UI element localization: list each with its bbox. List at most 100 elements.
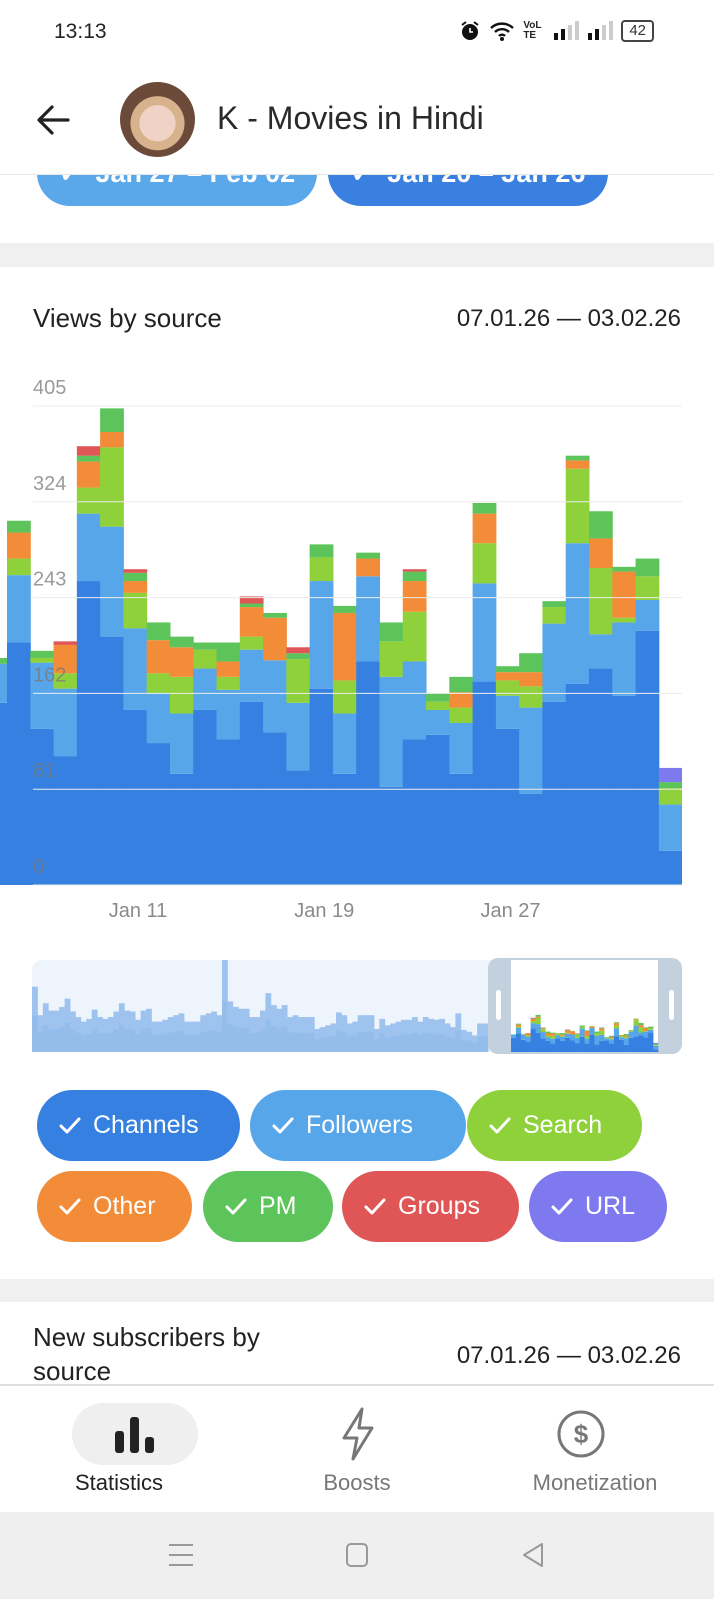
bar-segment-search[interactable] xyxy=(402,611,427,662)
bar-segment-followers[interactable] xyxy=(30,662,55,729)
bar-segment-pm[interactable] xyxy=(0,657,8,664)
bar-segment-pm[interactable] xyxy=(30,650,55,658)
menu-icon[interactable] xyxy=(168,1542,194,1568)
bar-segment-search[interactable] xyxy=(472,543,497,584)
bar-segment-other[interactable] xyxy=(449,692,474,708)
bar-segment-followers[interactable] xyxy=(169,713,194,774)
bar-segment-search[interactable] xyxy=(426,701,450,710)
bar-segment-followers[interactable] xyxy=(193,668,218,710)
bar-segment-followers[interactable] xyxy=(449,722,474,774)
bar-segment-search[interactable] xyxy=(286,659,311,703)
bar-segment-search[interactable] xyxy=(332,680,357,714)
bar-segment-pm[interactable] xyxy=(146,622,171,641)
bar-segment-followers[interactable] xyxy=(216,689,241,740)
bar-segment-followers[interactable] xyxy=(472,583,497,682)
back-icon[interactable] xyxy=(521,1542,545,1568)
bar-segment-other[interactable] xyxy=(239,607,264,637)
bar-segment-other[interactable] xyxy=(123,581,148,593)
bar-segment-search[interactable] xyxy=(658,788,683,805)
bar-segment-other[interactable] xyxy=(146,640,171,674)
bar-segment-pm[interactable] xyxy=(379,622,404,642)
bar-segment-followers[interactable] xyxy=(658,804,683,851)
legend-chip-other[interactable]: Other xyxy=(37,1171,192,1242)
bar-segment-channels[interactable] xyxy=(0,702,8,885)
bar-segment-channels[interactable] xyxy=(332,773,357,885)
bar-segment-other[interactable] xyxy=(589,538,613,569)
bar-segment-channels[interactable] xyxy=(658,850,683,885)
bar-segment-other[interactable] xyxy=(472,513,497,544)
bar-segment-other[interactable] xyxy=(612,571,637,618)
bar-segment-search[interactable] xyxy=(542,607,567,624)
bar-segment-pm[interactable] xyxy=(658,782,683,789)
bar-segment-followers[interactable] xyxy=(123,628,148,710)
legend-chip-channels[interactable]: Channels xyxy=(37,1090,240,1161)
home-icon[interactable] xyxy=(345,1542,369,1568)
bar-segment-other[interactable] xyxy=(100,432,124,448)
bar-segment-pm[interactable] xyxy=(356,552,380,559)
bar-segment-channels[interactable] xyxy=(589,668,613,885)
bar-segment-channels[interactable] xyxy=(7,642,31,885)
tab-statistics[interactable]: Statistics xyxy=(0,1386,238,1514)
bar-segment-pm[interactable] xyxy=(216,642,241,662)
bar-segment-channels[interactable] xyxy=(263,732,287,885)
bar-segment-search[interactable] xyxy=(216,676,241,690)
bar-segment-channels[interactable] xyxy=(612,695,637,885)
bar-segment-other[interactable] xyxy=(216,661,241,677)
bar-segment-other[interactable] xyxy=(519,672,543,687)
bar-segment-pm[interactable] xyxy=(612,566,637,572)
bar-segment-pm[interactable] xyxy=(589,511,613,539)
bar-segment-channels[interactable] xyxy=(309,688,334,885)
bar-segment-search[interactable] xyxy=(7,558,31,576)
bar-segment-followers[interactable] xyxy=(589,634,613,669)
bar-segment-followers[interactable] xyxy=(53,688,78,757)
bar-segment-pm[interactable] xyxy=(426,693,450,702)
bar-segment-search[interactable] xyxy=(76,487,101,514)
bar-segment-search[interactable] xyxy=(519,686,543,708)
bar-segment-pm[interactable] xyxy=(7,520,31,533)
bar-segment-channels[interactable] xyxy=(519,793,543,885)
bar-segment-followers[interactable] xyxy=(332,713,357,774)
navigator-left-handle[interactable] xyxy=(496,990,501,1020)
bar-segment-pm[interactable] xyxy=(402,571,427,582)
bar-segment-channels[interactable] xyxy=(146,743,171,885)
bar-segment-channels[interactable] xyxy=(123,709,148,885)
chart-range-navigator[interactable] xyxy=(0,955,714,1060)
bar-segment-other[interactable] xyxy=(76,461,101,488)
bar-segment-search[interactable] xyxy=(309,557,334,582)
bar-segment-followers[interactable] xyxy=(635,599,660,631)
bar-segment-channels[interactable] xyxy=(565,683,590,885)
bar-segment-channels[interactable] xyxy=(286,770,311,885)
bar-segment-other[interactable] xyxy=(7,532,31,559)
bar-segment-followers[interactable] xyxy=(239,649,264,702)
bar-segment-followers[interactable] xyxy=(565,543,590,684)
bar-segment-pm[interactable] xyxy=(332,605,357,613)
legend-chip-followers[interactable]: Followers xyxy=(250,1090,466,1161)
bar-segment-pm[interactable] xyxy=(472,502,497,514)
bar-segment-channels[interactable] xyxy=(356,661,380,885)
bar-segment-followers[interactable] xyxy=(7,575,31,643)
bar-segment-channels[interactable] xyxy=(379,786,404,885)
bar-segment-search[interactable] xyxy=(169,676,194,714)
bar-segment-groups[interactable] xyxy=(286,647,311,654)
bar-segment-pm[interactable] xyxy=(449,676,474,693)
bar-segment-search[interactable] xyxy=(589,568,613,635)
bar-segment-followers[interactable] xyxy=(263,660,287,733)
bar-segment-other[interactable] xyxy=(263,617,287,661)
bar-segment-followers[interactable] xyxy=(309,581,334,689)
bar-segment-channels[interactable] xyxy=(169,773,194,885)
bar-segment-groups[interactable] xyxy=(53,641,78,645)
bar-segment-channels[interactable] xyxy=(30,728,55,885)
bar-segment-search[interactable] xyxy=(612,617,637,623)
tab-boosts[interactable]: Boosts xyxy=(238,1386,476,1514)
navigator-right-handle[interactable] xyxy=(669,990,674,1020)
bar-segment-channels[interactable] xyxy=(193,709,218,885)
bar-segment-pm[interactable] xyxy=(565,455,590,461)
bar-segment-pm[interactable] xyxy=(76,455,101,462)
bar-segment-channels[interactable] xyxy=(635,630,660,885)
bar-segment-channels[interactable] xyxy=(472,681,497,885)
back-arrow-icon[interactable] xyxy=(34,100,74,140)
bar-segment-channels[interactable] xyxy=(495,728,520,885)
bar-segment-followers[interactable] xyxy=(495,695,520,729)
bar-segment-search[interactable] xyxy=(379,641,404,677)
bar-segment-channels[interactable] xyxy=(426,734,450,885)
